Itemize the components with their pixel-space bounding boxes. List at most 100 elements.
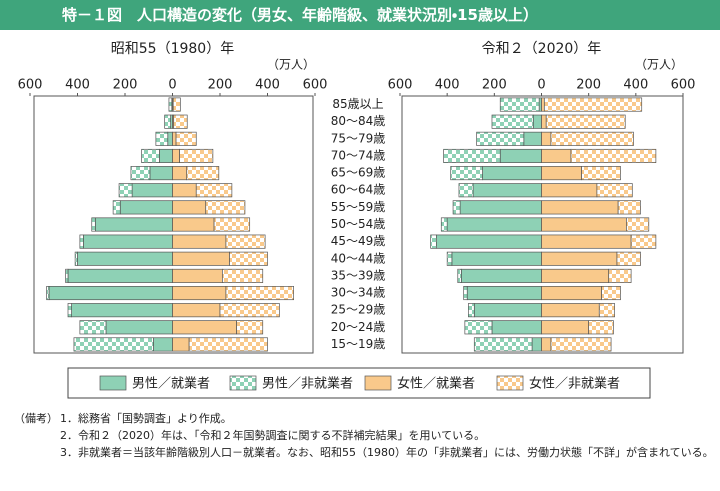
bar xyxy=(79,234,84,249)
x-tick-label: 600 xyxy=(671,78,696,93)
bar xyxy=(155,131,169,146)
bar xyxy=(119,200,173,215)
bar xyxy=(460,268,542,283)
bar xyxy=(172,234,227,249)
category-label: 35～39歳 xyxy=(331,268,386,282)
legend-swatch xyxy=(99,375,127,391)
bar xyxy=(491,320,542,335)
bar xyxy=(130,166,151,181)
bar xyxy=(430,234,437,249)
bar xyxy=(541,97,545,112)
x-tick-label: 0 xyxy=(168,78,176,93)
bar xyxy=(112,200,121,215)
bar xyxy=(172,200,207,215)
legend-label: 女性／非就業者 xyxy=(529,376,620,392)
bar xyxy=(541,166,582,181)
bar xyxy=(541,268,610,283)
bar xyxy=(225,286,294,301)
bar xyxy=(538,97,542,112)
bar xyxy=(541,200,619,215)
bar xyxy=(532,114,542,129)
x-tick-label: 200 xyxy=(208,78,233,93)
bar xyxy=(457,268,462,283)
bar xyxy=(179,148,214,163)
bar xyxy=(443,148,501,163)
bar xyxy=(452,200,461,215)
note-item: 2．令和２（2020）年は、「令和２年国勢調査に関する不詳補完結果」を用いている… xyxy=(60,429,486,442)
bar xyxy=(463,286,468,301)
bar xyxy=(74,251,78,266)
unit-label: （万人） xyxy=(635,58,683,72)
bar xyxy=(94,217,173,232)
x-tick-label: 400 xyxy=(435,78,460,93)
x-tick-label: 0 xyxy=(537,78,545,93)
note-label xyxy=(14,444,60,461)
bar xyxy=(172,320,237,335)
bar xyxy=(141,148,160,163)
bar xyxy=(236,320,264,335)
bar xyxy=(499,148,542,163)
bar xyxy=(205,200,246,215)
category-label: 65～69歳 xyxy=(331,166,386,180)
bar xyxy=(118,183,133,198)
note-item: 3．非就業者＝当該年齢階級別人口－就業者。なお、昭和55（1980）年の「非就業… xyxy=(60,446,714,459)
note-row: 2．令和２（2020）年は、「令和２年国勢調査に関する不詳補完結果」を用いている… xyxy=(14,427,714,444)
bar xyxy=(541,183,598,198)
bar xyxy=(598,303,615,318)
bar xyxy=(65,268,69,283)
bar xyxy=(473,303,542,318)
bar xyxy=(213,217,251,232)
bar xyxy=(175,131,197,146)
category-label: 85歳以上 xyxy=(332,97,383,111)
x-tick-label: 200 xyxy=(113,78,138,93)
x-tick-label: 200 xyxy=(576,78,601,93)
bar xyxy=(499,97,540,112)
unit-label: （万人） xyxy=(267,58,315,72)
bar xyxy=(596,183,633,198)
bar xyxy=(172,337,190,352)
bar xyxy=(464,320,493,335)
bar xyxy=(149,166,173,181)
legend-label: 男性／非就業者 xyxy=(262,376,353,392)
bar xyxy=(541,337,552,352)
legend-swatch xyxy=(364,375,392,391)
legend-swatch xyxy=(229,375,257,391)
bar xyxy=(131,183,173,198)
bar xyxy=(450,166,483,181)
category-label: 40～44歳 xyxy=(331,251,386,265)
bar xyxy=(172,268,223,283)
bar xyxy=(229,251,268,266)
bar xyxy=(91,217,96,232)
bar xyxy=(541,217,627,232)
bar xyxy=(186,166,220,181)
x-tick-label: 600 xyxy=(303,78,328,93)
bar xyxy=(172,217,215,232)
bar xyxy=(617,200,641,215)
bar xyxy=(159,148,173,163)
bar xyxy=(172,303,221,318)
bar xyxy=(67,268,173,283)
bar xyxy=(541,114,547,129)
bar xyxy=(545,114,626,129)
category-label: 70～74歳 xyxy=(331,148,386,162)
bar xyxy=(46,286,50,301)
category-label: 30～34歳 xyxy=(331,286,386,300)
bar xyxy=(616,251,641,266)
bar xyxy=(491,114,534,129)
bar xyxy=(77,251,173,266)
bar xyxy=(472,183,542,198)
bar xyxy=(541,148,572,163)
bar xyxy=(550,337,612,352)
x-tick-label: 600 xyxy=(388,78,413,93)
category-label: 55～59歳 xyxy=(331,200,386,214)
x-tick-label: 400 xyxy=(255,78,280,93)
bar xyxy=(543,97,643,112)
bar xyxy=(468,303,475,318)
chart: 昭和55（1980）年 （万人） 600 400 200 0 200 400 600 85歳以上 8… xyxy=(18,41,696,399)
x-tick-label: 400 xyxy=(623,78,648,93)
bar xyxy=(225,234,266,249)
bar xyxy=(172,97,181,112)
category-label: 25～29歳 xyxy=(331,303,386,317)
bar xyxy=(436,234,542,249)
